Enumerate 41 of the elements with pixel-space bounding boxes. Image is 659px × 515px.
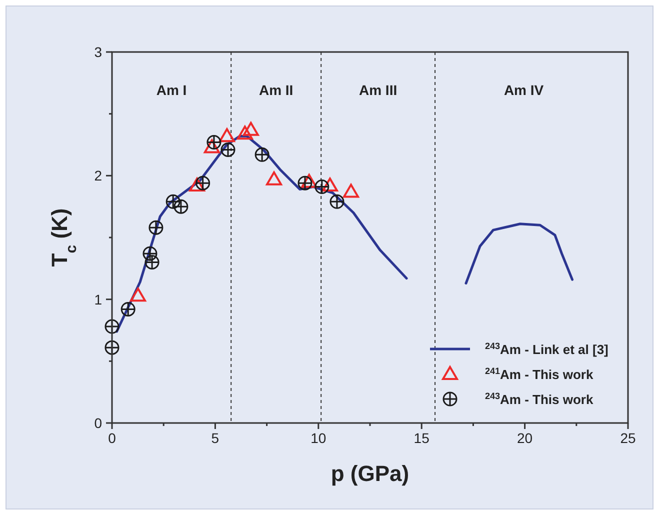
- point: [144, 254, 160, 270]
- annotation: Am II: [258, 82, 294, 98]
- point: [148, 220, 164, 235]
- point: [298, 176, 312, 190]
- y-tick-label: 3: [94, 44, 102, 60]
- annotation: Am III: [358, 82, 398, 98]
- point: [242, 122, 259, 136]
- point: [322, 178, 338, 192]
- point: [343, 184, 360, 198]
- x-tick-label: 5: [211, 430, 220, 446]
- annotation: Am IV: [504, 82, 544, 98]
- legend-label: $^{243}$Am - Link et al [3]: [485, 341, 608, 357]
- annotation: Am I: [156, 82, 187, 98]
- point: [266, 171, 282, 186]
- x-tick-label: 0: [108, 430, 116, 446]
- point: [206, 135, 222, 150]
- point: [218, 128, 235, 142]
- point: [130, 288, 146, 302]
- point: [236, 126, 253, 140]
- y-tick-label: 0: [94, 415, 102, 431]
- point: [104, 340, 120, 355]
- point: [220, 142, 236, 157]
- point: [142, 246, 158, 261]
- x-tick-label: 20: [517, 430, 533, 446]
- point: [301, 174, 318, 188]
- point: [204, 139, 220, 154]
- x-tick-label: 25: [620, 430, 636, 446]
- y-tick-label: 1: [94, 291, 102, 308]
- point: [196, 176, 210, 190]
- legend-label: $^{243}$Am - This work: [485, 391, 594, 407]
- point: [120, 302, 136, 316]
- legend-label: $^{241}$Am - This work: [485, 366, 594, 382]
- point: [314, 180, 330, 194]
- point: [104, 319, 120, 334]
- point: [330, 194, 344, 209]
- x-tick-label: 10: [310, 430, 326, 446]
- x-tick-label: 15: [414, 430, 430, 446]
- y-tick-label: 2: [94, 168, 102, 184]
- point: [254, 147, 270, 162]
- point: [189, 178, 206, 192]
- x-axis-title: p (GPa): [330, 461, 410, 486]
